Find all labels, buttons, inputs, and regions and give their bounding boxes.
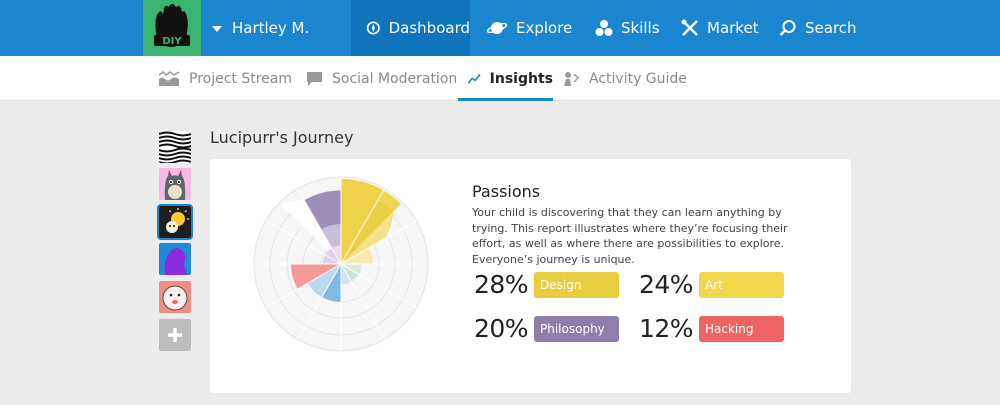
wavy-pattern-avatar bbox=[159, 131, 191, 163]
tab-activity-guide[interactable]: Activity Guide bbox=[562, 56, 687, 101]
avatar-child-3-selected[interactable] bbox=[159, 206, 191, 238]
tab-project-stream-label: Project Stream bbox=[189, 70, 293, 87]
tab-social-moderation[interactable]: Social Moderation bbox=[306, 56, 457, 101]
plus-icon bbox=[168, 328, 182, 342]
stat-label-tag: Art bbox=[699, 271, 784, 298]
nav-search-label: Search bbox=[805, 19, 857, 37]
passions-description: Your child is discovering that they can … bbox=[472, 206, 788, 266]
journey-title: Lucipurr's Journey bbox=[210, 128, 354, 147]
activity-guide-icon bbox=[564, 71, 580, 86]
top-navigation-bar: DIY Hartley M. Dashboard Explore Skills bbox=[0, 0, 1000, 56]
sub-navigation-bar: Project Stream Social Moderation Insight… bbox=[0, 56, 1000, 101]
stat-hacking: 12% Hacking bbox=[639, 314, 784, 343]
purple-silhouette-avatar bbox=[159, 243, 191, 275]
avatar-child-5[interactable] bbox=[159, 281, 191, 313]
svg-text:DIY: DIY bbox=[162, 36, 182, 47]
stat-philosophy: 20% Philosophy bbox=[474, 314, 619, 343]
caret-down-icon bbox=[212, 26, 222, 32]
diy-logo[interactable]: DIY bbox=[143, 0, 201, 56]
passions-card: Passions Your child is discovering that … bbox=[210, 159, 851, 393]
tab-social-moderation-label: Social Moderation bbox=[332, 70, 458, 87]
stat-art: 24% Art bbox=[639, 270, 784, 299]
tab-project-stream[interactable]: Project Stream bbox=[158, 56, 292, 101]
wedge-design bbox=[341, 179, 384, 264]
passions-title: Passions bbox=[472, 182, 541, 201]
passions-rose-chart bbox=[253, 176, 429, 352]
nav-dashboard[interactable]: Dashboard bbox=[351, 0, 470, 56]
chart-spokes bbox=[254, 177, 428, 351]
trend-line-icon bbox=[468, 73, 481, 83]
wedge-teal bbox=[341, 264, 359, 282]
tab-insights-label: Insights bbox=[489, 70, 553, 87]
stat-label-tag: Design bbox=[534, 271, 619, 298]
totoro-avatar bbox=[159, 168, 191, 200]
diy-logo-icon: DIY bbox=[154, 3, 190, 47]
chart-wedges bbox=[280, 179, 402, 302]
tools-icon bbox=[681, 19, 698, 36]
stat-label-tag: Hacking bbox=[699, 315, 784, 342]
tab-activity-guide-label: Activity Guide bbox=[589, 70, 687, 87]
nav-skills[interactable]: Skills bbox=[595, 0, 660, 56]
wedge-gap bbox=[280, 200, 341, 264]
wedge-hacking bbox=[291, 264, 341, 289]
stat-percent: 20% bbox=[474, 314, 529, 343]
wedge-lavender bbox=[322, 248, 341, 264]
nav-market-label: Market bbox=[707, 19, 759, 37]
avatar-child-2[interactable] bbox=[159, 168, 191, 200]
nav-search[interactable]: Search bbox=[779, 0, 857, 56]
avatar-child-1[interactable] bbox=[159, 131, 191, 163]
wedge-art bbox=[341, 200, 393, 264]
stat-label-tag: Philosophy bbox=[534, 315, 619, 342]
active-tab-indicator bbox=[458, 98, 553, 101]
search-icon bbox=[779, 20, 796, 36]
wedge-light-blue bbox=[308, 264, 341, 297]
planet-icon bbox=[486, 22, 508, 34]
nav-market[interactable]: Market bbox=[681, 0, 759, 56]
stat-design: 28% Design bbox=[474, 270, 619, 299]
stream-icon bbox=[158, 70, 180, 86]
add-child-button[interactable] bbox=[159, 319, 191, 351]
chat-bubble-icon bbox=[307, 71, 322, 86]
wedge-blue bbox=[322, 264, 341, 302]
user-menu[interactable]: Hartley M. bbox=[212, 0, 309, 56]
sun-cat-avatar bbox=[159, 206, 191, 238]
nav-explore-label: Explore bbox=[516, 19, 573, 37]
nav-explore[interactable]: Explore bbox=[486, 0, 572, 56]
compass-icon bbox=[366, 21, 380, 35]
nav-skills-label: Skills bbox=[621, 19, 660, 37]
tab-insights[interactable]: Insights bbox=[458, 56, 553, 101]
stat-percent: 24% bbox=[639, 270, 694, 299]
avatar-child-4[interactable] bbox=[159, 243, 191, 275]
user-name: Hartley M. bbox=[232, 19, 310, 37]
nav-dashboard-label: Dashboard bbox=[388, 19, 470, 37]
wedge-craft bbox=[341, 212, 393, 264]
stat-percent: 12% bbox=[639, 314, 694, 343]
stat-percent: 28% bbox=[474, 270, 529, 299]
skills-icon bbox=[595, 20, 613, 36]
fluffy-dog-avatar bbox=[159, 281, 191, 313]
